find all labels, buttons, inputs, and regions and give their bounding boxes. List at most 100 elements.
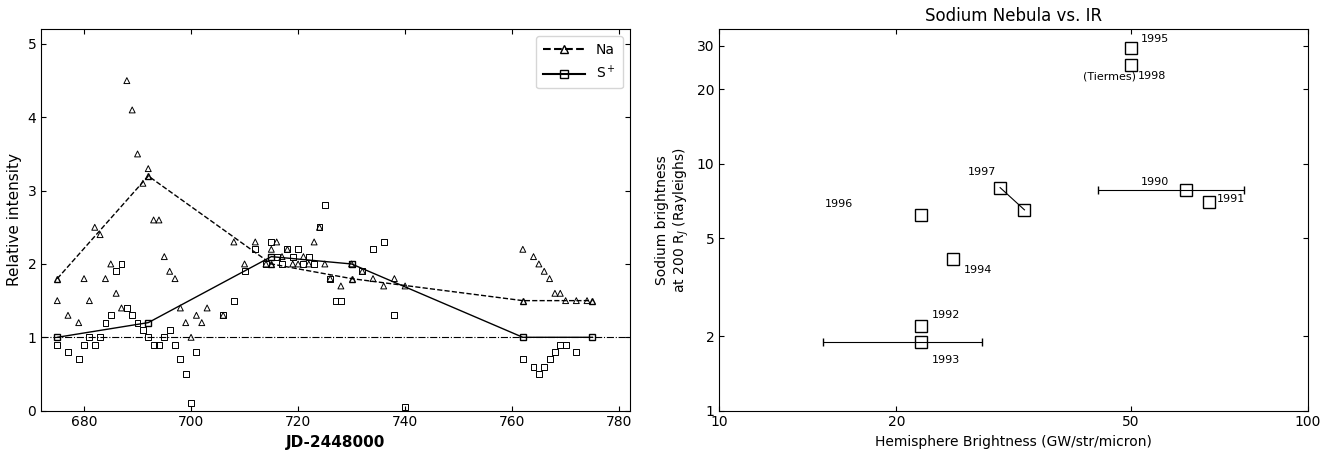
- Point: [304, 238, 325, 245]
- Point: [165, 275, 186, 282]
- Point: [159, 268, 181, 275]
- Point: [544, 348, 566, 356]
- Point: [566, 297, 587, 304]
- Point: [352, 268, 373, 275]
- Point: [292, 253, 313, 260]
- Point: [513, 246, 534, 253]
- Point: [223, 297, 244, 304]
- Point: [68, 356, 89, 363]
- Point: [555, 297, 576, 304]
- Point: [154, 253, 175, 260]
- Point: [555, 341, 576, 348]
- Point: [212, 312, 234, 319]
- Point: [117, 304, 138, 312]
- Text: 1991: 1991: [1216, 194, 1244, 204]
- Point: [154, 334, 175, 341]
- Point: [384, 312, 405, 319]
- Point: [57, 348, 78, 356]
- Y-axis label: Relative intensity: Relative intensity: [7, 154, 23, 287]
- Point: [89, 334, 110, 341]
- Point: [282, 260, 303, 268]
- Point: [170, 356, 191, 363]
- Point: [100, 312, 121, 319]
- Point: [282, 253, 303, 260]
- Point: [175, 319, 197, 326]
- Point: [127, 319, 149, 326]
- Point: [234, 268, 255, 275]
- Point: [122, 106, 143, 114]
- Point: [576, 297, 598, 304]
- Point: [133, 326, 154, 334]
- Point: [304, 260, 325, 268]
- Point: [138, 165, 159, 172]
- Point: [149, 341, 170, 348]
- Point: [143, 341, 165, 348]
- Point: [186, 348, 207, 356]
- Point: [181, 400, 202, 407]
- Point: [94, 275, 116, 282]
- Point: [315, 202, 336, 209]
- Point: [292, 260, 313, 268]
- Point: [320, 275, 341, 282]
- Point: [244, 246, 266, 253]
- Point: [84, 223, 105, 231]
- Point: [276, 246, 297, 253]
- Point: [331, 297, 352, 304]
- Point: [341, 260, 363, 268]
- Point: [539, 275, 560, 282]
- Point: [523, 253, 544, 260]
- Point: [534, 268, 555, 275]
- Point: [299, 260, 320, 268]
- Point: [325, 297, 347, 304]
- Point: [309, 223, 331, 231]
- Point: [315, 260, 336, 268]
- Point: [110, 304, 131, 312]
- Point: [105, 290, 126, 297]
- Point: [260, 238, 282, 245]
- Point: [266, 238, 287, 245]
- Point: [122, 312, 143, 319]
- Point: [89, 231, 110, 238]
- Point: [260, 246, 282, 253]
- Point: [287, 246, 308, 253]
- Point: [352, 268, 373, 275]
- X-axis label: Hemisphere Brightness (GW/str/micron): Hemisphere Brightness (GW/str/micron): [875, 435, 1151, 449]
- Point: [100, 260, 121, 268]
- Point: [363, 246, 384, 253]
- Point: [149, 216, 170, 223]
- Point: [133, 180, 154, 187]
- Legend: Na, S$^+$: Na, S$^+$: [537, 36, 623, 88]
- Point: [255, 260, 276, 268]
- Text: 1996: 1996: [825, 199, 854, 209]
- Point: [110, 260, 131, 268]
- Point: [550, 341, 571, 348]
- Point: [78, 297, 100, 304]
- Point: [331, 282, 352, 290]
- Point: [159, 326, 181, 334]
- Point: [46, 297, 68, 304]
- Point: [523, 363, 544, 370]
- Point: [566, 348, 587, 356]
- Point: [320, 275, 341, 282]
- Point: [299, 253, 320, 260]
- Y-axis label: Sodium brightness
at 200 R$_J$ (Rayleighs): Sodium brightness at 200 R$_J$ (Rayleigh…: [655, 147, 692, 293]
- Point: [529, 370, 550, 377]
- Point: [287, 260, 308, 268]
- Text: 1992: 1992: [932, 310, 960, 320]
- Point: [46, 341, 68, 348]
- Point: [212, 312, 234, 319]
- Point: [197, 304, 218, 312]
- Point: [513, 356, 534, 363]
- X-axis label: JD-2448000: JD-2448000: [286, 435, 385, 450]
- Point: [138, 334, 159, 341]
- Point: [534, 363, 555, 370]
- Point: [276, 246, 297, 253]
- Point: [105, 268, 126, 275]
- Point: [539, 356, 560, 363]
- Point: [127, 150, 149, 158]
- Point: [363, 275, 384, 282]
- Point: [181, 334, 202, 341]
- Point: [170, 304, 191, 312]
- Point: [175, 370, 197, 377]
- Point: [186, 312, 207, 319]
